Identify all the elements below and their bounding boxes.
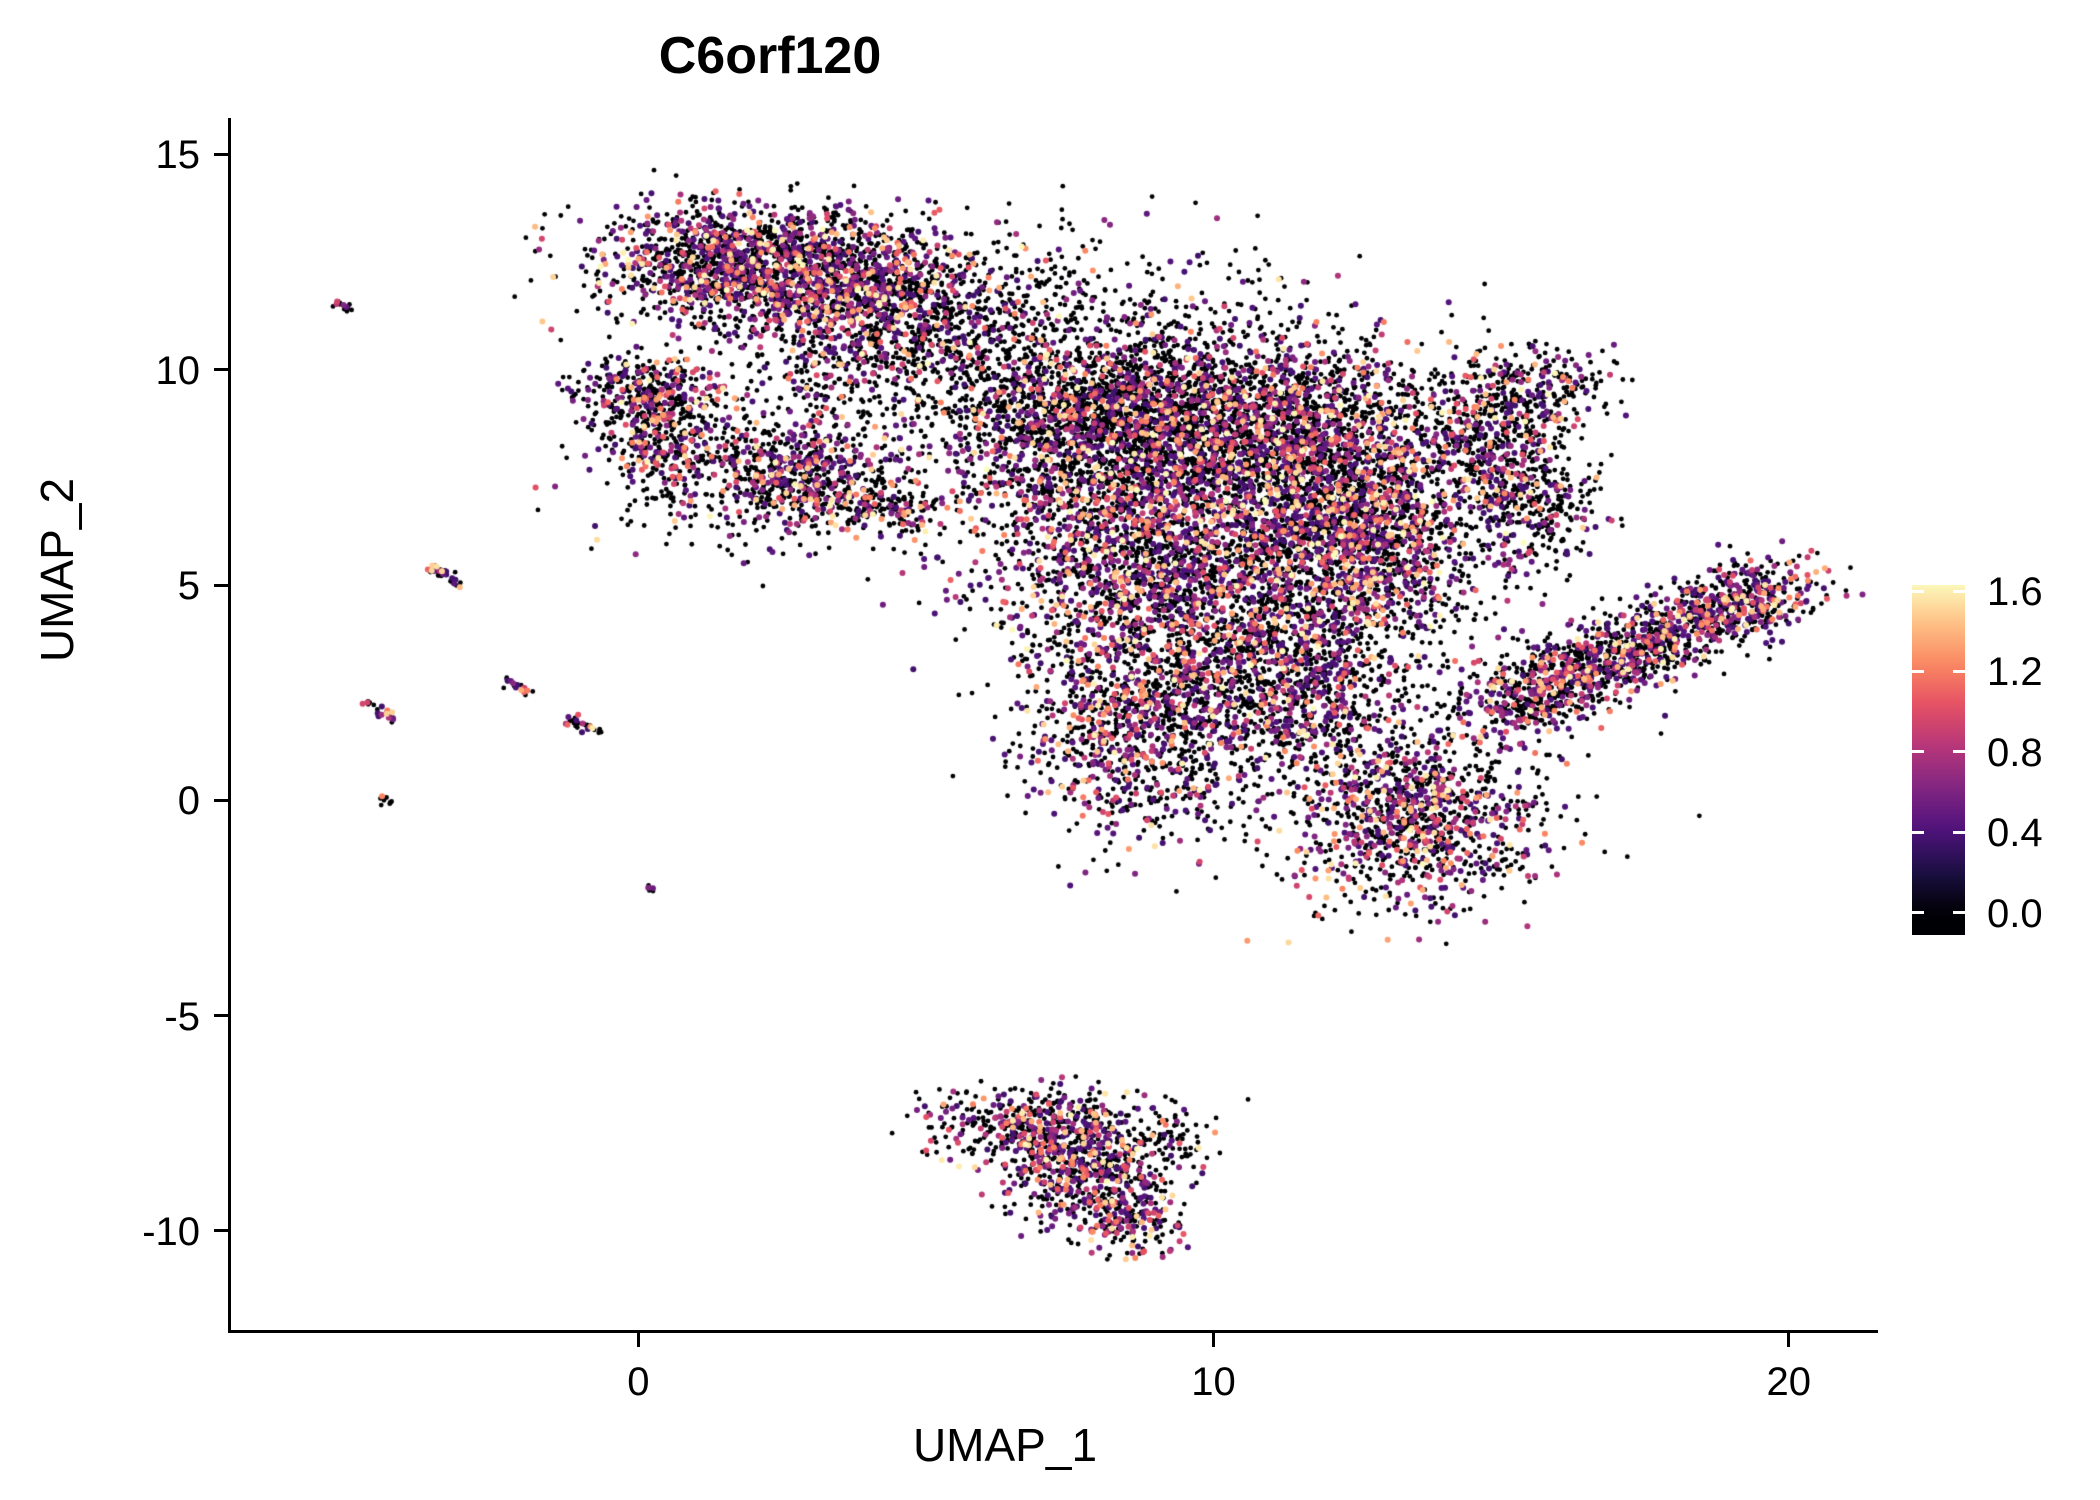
colorbar-tick-label: 1.6 bbox=[1987, 570, 2043, 615]
y-axis-label: UMAP_2 bbox=[31, 477, 83, 663]
colorbar-tick-mark bbox=[1953, 589, 1965, 593]
y-tick-label: 0 bbox=[177, 779, 200, 824]
x-axis-line bbox=[228, 1330, 1878, 1333]
colorbar-tick-mark bbox=[1953, 750, 1965, 754]
colorbar-tick-mark bbox=[1912, 589, 1924, 593]
x-tick-label: 0 bbox=[627, 1360, 650, 1404]
x-tick-label: 10 bbox=[1191, 1360, 1236, 1404]
y-tick-label: 15 bbox=[155, 133, 201, 178]
x-tick-mark bbox=[1787, 1333, 1791, 1347]
colorbar-tick-mark bbox=[1912, 911, 1924, 915]
colorbar-tick-label: 0.8 bbox=[1987, 730, 2043, 775]
y-tick-mark bbox=[214, 1014, 228, 1018]
x-tick-label: 20 bbox=[1766, 1360, 1811, 1404]
y-tick-label: -5 bbox=[164, 994, 200, 1039]
colorbar-tick-mark bbox=[1953, 911, 1965, 915]
y-tick-label: 5 bbox=[177, 564, 200, 609]
y-tick-label: 10 bbox=[155, 348, 201, 393]
colorbar-tick-label: 0.4 bbox=[1987, 811, 2043, 856]
x-tick-mark bbox=[636, 1333, 640, 1347]
x-axis-label: UMAP_1 bbox=[912, 1419, 1098, 1471]
x-tick-mark bbox=[1212, 1333, 1216, 1347]
colorbar-tick-mark bbox=[1912, 830, 1924, 834]
y-tick-mark bbox=[214, 583, 228, 587]
y-tick-mark bbox=[214, 1229, 228, 1233]
y-axis-line bbox=[228, 118, 231, 1332]
y-tick-mark bbox=[214, 798, 228, 802]
colorbar-tick-label: 1.2 bbox=[1987, 650, 2043, 695]
y-tick-mark bbox=[214, 368, 228, 372]
y-tick-mark bbox=[214, 152, 228, 156]
colorbar-gradient bbox=[1912, 585, 1965, 935]
colorbar-tick-mark bbox=[1953, 830, 1965, 834]
colorbar-tick-mark bbox=[1953, 669, 1965, 673]
colorbar-tick-mark bbox=[1912, 669, 1924, 673]
colorbar-tick-label: 0.0 bbox=[1987, 891, 2043, 936]
colorbar-tick-mark bbox=[1912, 750, 1924, 754]
y-tick-label: -10 bbox=[142, 1209, 200, 1254]
